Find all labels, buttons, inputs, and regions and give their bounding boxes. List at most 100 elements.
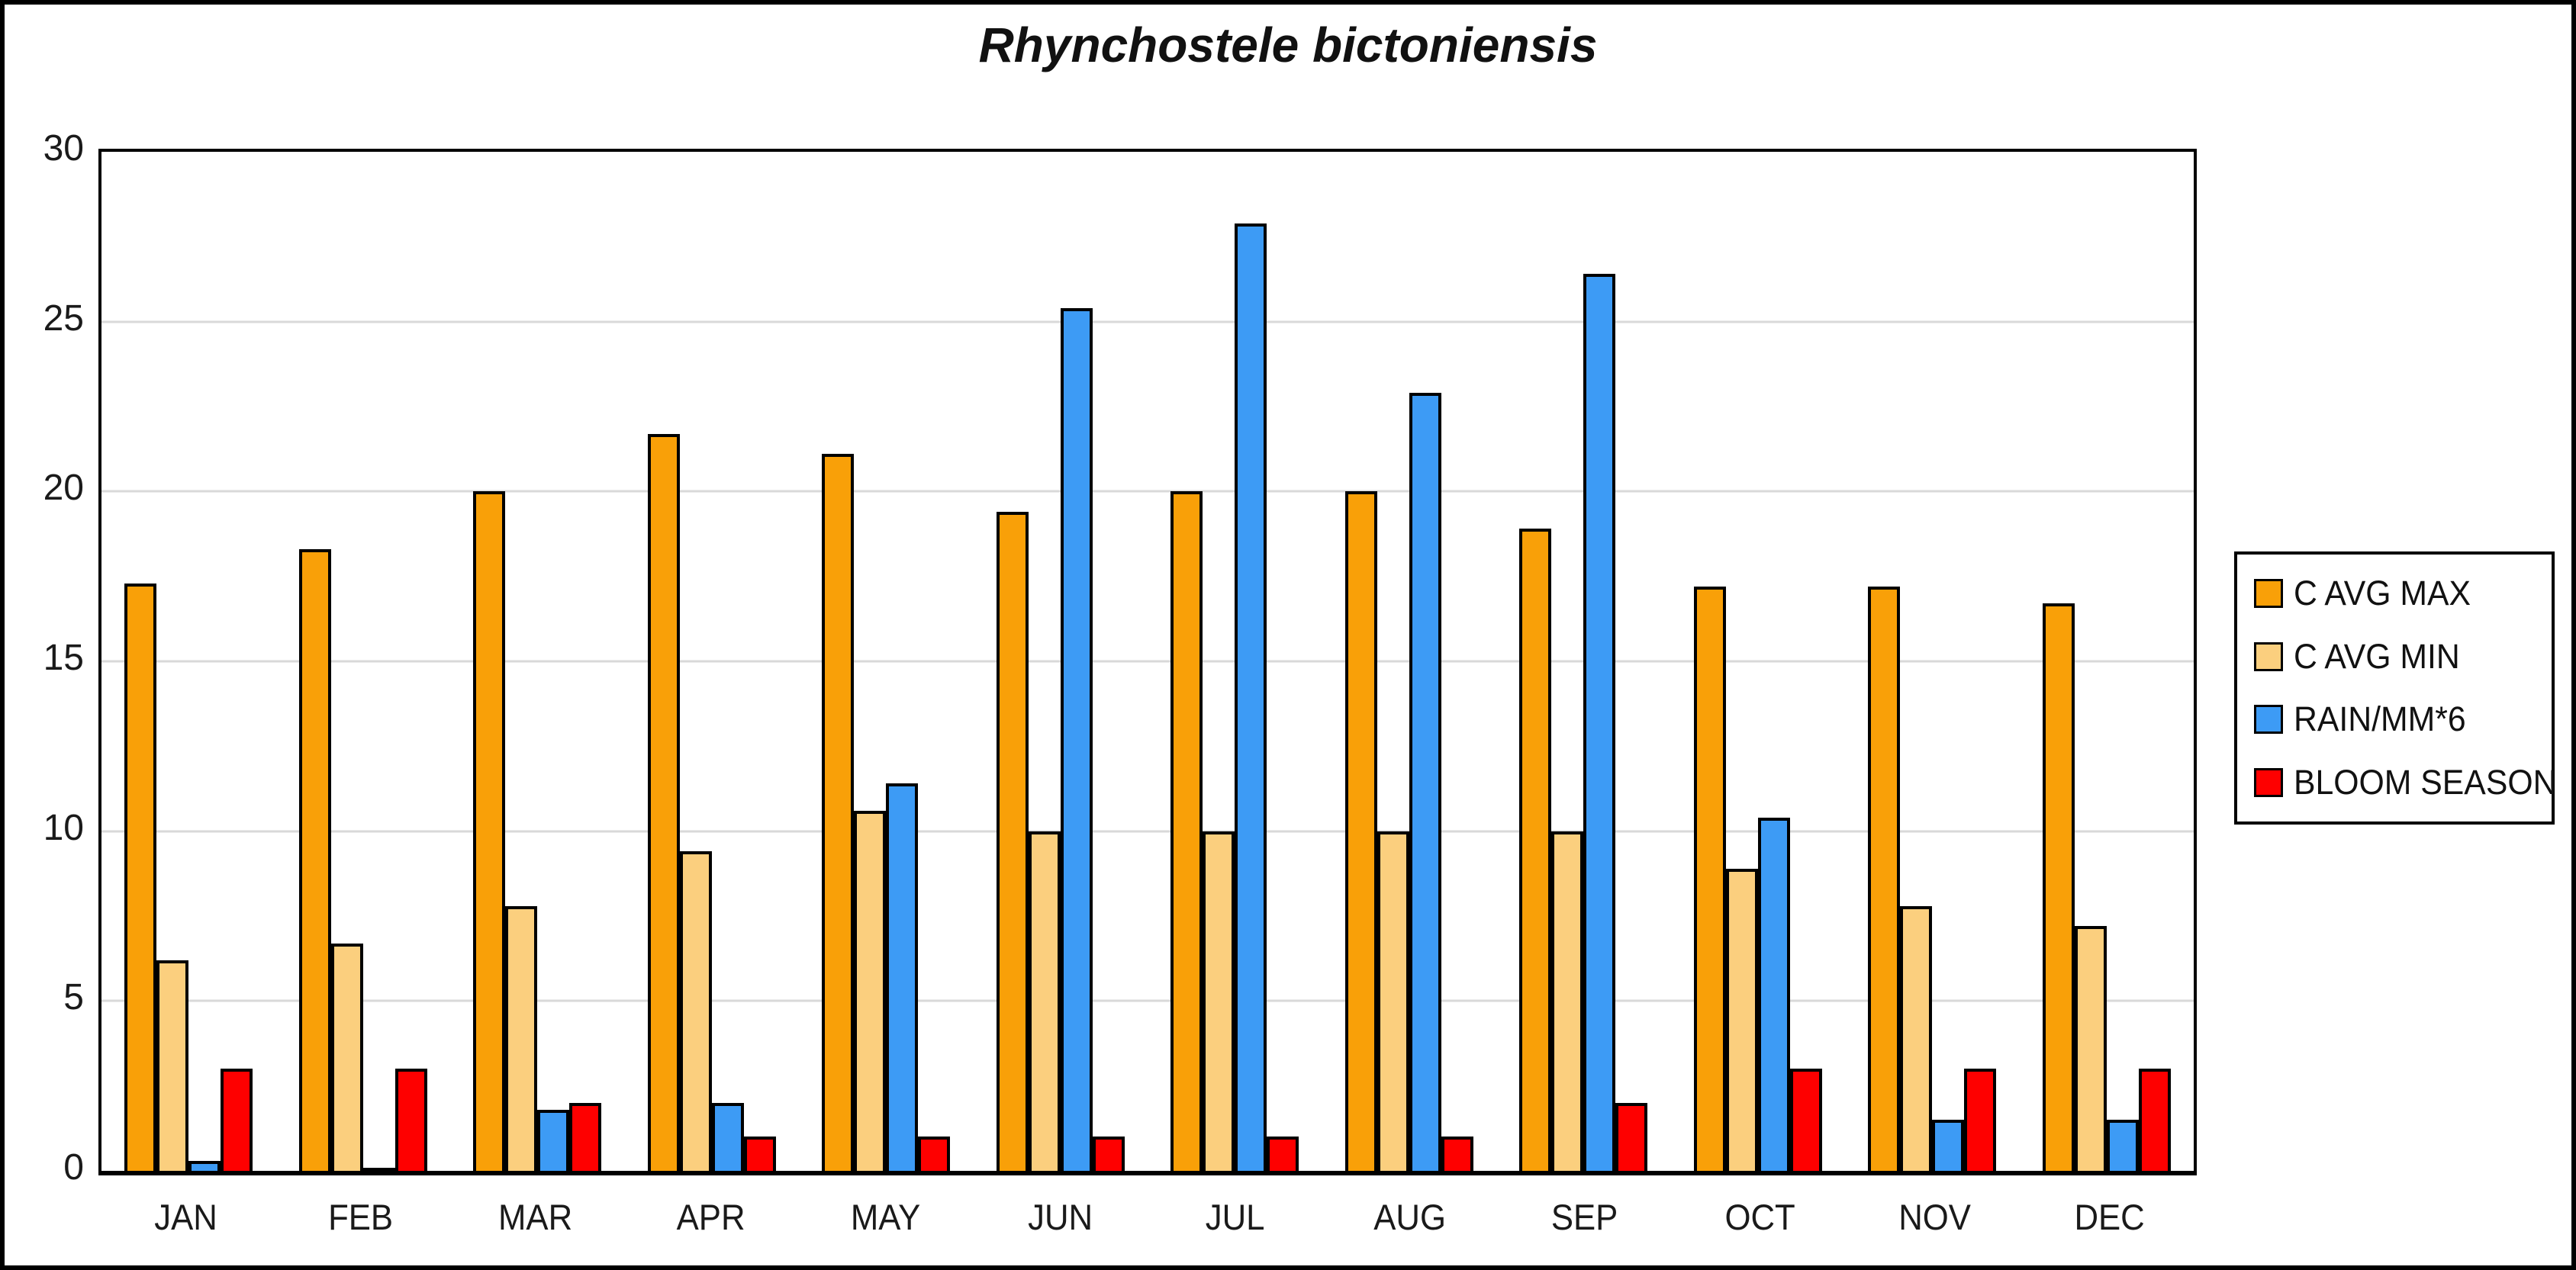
legend-item-c-avg-min: C AVG MIN [2254, 637, 2552, 677]
bar-bloom-season-aug [1441, 1137, 1473, 1171]
x-tick-label-jun: JUN [1027, 1197, 1093, 1237]
bar-c-avg-max-jan [124, 583, 157, 1171]
bar-c-avg-min-may [854, 810, 887, 1171]
x-axis-tick-labels: JAN FEB MAR APR MAY JUN JUL AUG SEP OCT NOV DEC [98, 1196, 2197, 1238]
bar-rain-mm-6-jun [1060, 307, 1093, 1171]
bar-bloom-season-oct [1789, 1069, 1822, 1171]
bar-bloom-season-jul [1267, 1137, 1299, 1171]
x-tick-label-jan: JAN [154, 1197, 217, 1237]
chart-title: Rhynchostele bictoniensis [978, 18, 1598, 72]
bar-c-avg-max-mar [473, 491, 506, 1171]
bar-c-avg-min-aug [1377, 831, 1409, 1171]
gridline-20 [101, 490, 2194, 493]
bar-c-avg-max-nov [1868, 587, 1901, 1171]
bar-c-avg-max-oct [1693, 587, 1726, 1171]
y-tick-label-25: 25 [43, 297, 84, 339]
bar-rain-mm-6-may [886, 783, 919, 1171]
cluster-jun [974, 152, 1148, 1171]
bar-c-avg-max-sep [1519, 529, 1552, 1171]
bar-c-avg-max-feb [298, 549, 331, 1171]
x-tick-label-mar: MAR [498, 1197, 573, 1237]
bar-bloom-season-feb [394, 1069, 427, 1171]
cluster-sep [1496, 152, 1671, 1171]
legend-label-rain-mm-6: RAIN/MM*6 [2294, 699, 2466, 739]
bar-rain-mm-6-apr [711, 1102, 744, 1171]
bar-c-avg-min-sep [1551, 831, 1584, 1171]
y-tick-label-5: 5 [63, 977, 84, 1018]
bar-rain-mm-6-jan [188, 1160, 221, 1171]
legend: C AVG MAX C AVG MIN RAIN/MM*6 BLOOM SEASON [2234, 551, 2556, 825]
cluster-apr [625, 152, 800, 1171]
bar-c-avg-min-dec [2074, 926, 2107, 1171]
cluster-may [799, 152, 974, 1171]
x-tick-label-sep: SEP [1551, 1197, 1618, 1237]
x-tick-label-oct: OCT [1724, 1197, 1795, 1237]
bar-rain-mm-6-dec [2106, 1120, 2139, 1171]
x-tick-label-dec: DEC [2074, 1197, 2145, 1237]
bar-rain-mm-6-feb [362, 1167, 395, 1171]
bar-bloom-season-may [918, 1137, 951, 1171]
bar-bloom-season-jun [1092, 1137, 1125, 1171]
x-tick-label-apr: APR [676, 1197, 745, 1237]
bar-c-avg-max-jul [1170, 491, 1203, 1171]
bar-c-avg-min-nov [1900, 905, 1933, 1171]
gridline-15 [101, 660, 2194, 663]
gridline-10 [101, 830, 2194, 833]
y-axis-tick-labels: 0 5 10 15 20 25 30 [0, 130, 84, 1186]
legend-swatch-rain-mm-6 [2254, 705, 2283, 735]
bar-c-avg-max-may [822, 454, 855, 1171]
x-tick-label-nov: NOV [1898, 1197, 1971, 1237]
bar-bloom-season-mar [569, 1102, 602, 1171]
gridline-25 [101, 320, 2194, 323]
x-tick-label-jul: JUL [1205, 1197, 1265, 1237]
bar-c-avg-min-oct [1725, 868, 1758, 1171]
legend-label-c-avg-min: C AVG MIN [2294, 636, 2460, 676]
legend-item-rain-mm-6: RAIN/MM*6 [2254, 699, 2552, 739]
bar-rain-mm-6-mar [537, 1109, 570, 1171]
bar-clusters [101, 152, 2194, 1171]
bar-c-avg-min-jan [156, 960, 189, 1171]
legend-label-bloom-season: BLOOM SEASON [2294, 762, 2557, 802]
cluster-nov [1845, 152, 2020, 1171]
legend-swatch-c-avg-max [2254, 579, 2283, 609]
y-tick-label-20: 20 [43, 468, 84, 509]
legend-item-c-avg-max: C AVG MAX [2254, 574, 2552, 613]
cluster-oct [1671, 152, 1846, 1171]
cluster-jul [1148, 152, 1322, 1171]
cluster-aug [1322, 152, 1497, 1171]
bar-c-avg-max-dec [2042, 603, 2075, 1171]
bar-c-avg-max-apr [647, 433, 680, 1171]
y-tick-label-10: 10 [43, 807, 84, 848]
bar-c-avg-min-apr [679, 851, 712, 1171]
cluster-mar [450, 152, 625, 1171]
bar-rain-mm-6-sep [1583, 274, 1616, 1171]
bar-bloom-season-sep [1615, 1102, 1648, 1171]
legend-swatch-c-avg-min [2254, 641, 2283, 671]
cluster-feb [276, 152, 451, 1171]
cluster-jan [101, 152, 276, 1171]
y-tick-label-15: 15 [43, 638, 84, 678]
bar-rain-mm-6-jul [1235, 223, 1267, 1171]
bar-c-avg-min-mar [505, 905, 538, 1171]
bar-bloom-season-apr [743, 1137, 776, 1171]
bar-rain-mm-6-oct [1757, 817, 1790, 1171]
y-tick-label-30: 30 [43, 128, 84, 169]
legend-item-bloom-season: BLOOM SEASON [2254, 763, 2556, 802]
legend-label-c-avg-max: C AVG MAX [2294, 574, 2471, 613]
bar-rain-mm-6-nov [1932, 1120, 1965, 1171]
bar-c-avg-min-jun [1028, 831, 1061, 1171]
bar-bloom-season-nov [1964, 1069, 1997, 1171]
bar-bloom-season-dec [2138, 1069, 2171, 1171]
bar-bloom-season-jan [221, 1069, 253, 1171]
bar-c-avg-min-jul [1203, 831, 1235, 1171]
gridline-5 [101, 999, 2194, 1002]
legend-swatch-bloom-season [2254, 767, 2283, 797]
bar-c-avg-max-aug [1344, 491, 1377, 1171]
bar-rain-mm-6-aug [1409, 393, 1441, 1171]
bar-c-avg-max-jun [996, 512, 1029, 1171]
bar-c-avg-min-feb [330, 943, 363, 1171]
cluster-dec [2020, 152, 2194, 1171]
plot-area [98, 149, 2197, 1175]
y-tick-label-0: 0 [63, 1147, 84, 1188]
x-tick-label-aug: AUG [1373, 1197, 1447, 1237]
